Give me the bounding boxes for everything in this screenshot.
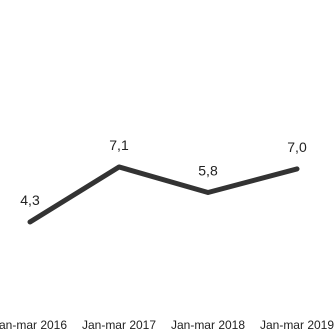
- data-label: 5,8: [198, 162, 218, 178]
- series-line-adjusted-operating-income: [27, 164, 300, 225]
- legend-line-3: income: [270, 40, 310, 54]
- x-tick-label: Jan-mar 2019: [260, 318, 334, 332]
- legend: Adjusted operating income: [250, 10, 330, 55]
- x-tick-label: Jan-mar 2017: [82, 318, 156, 332]
- legend-line-1: Adjusted: [266, 10, 314, 24]
- data-label: 7,1: [109, 137, 129, 153]
- x-tick-label: Jan-mar 2016: [0, 318, 67, 332]
- legend-line-2: operating: [264, 25, 316, 39]
- x-tick-label: Jan-mar 2018: [171, 318, 245, 332]
- chart-marks: 4,3 7,1 5,8 7,0 Jan-mar 2016 Jan-mar 2017 Jan-…: [0, 137, 334, 332]
- data-label: 4,3: [20, 192, 40, 208]
- data-label: 7,0: [287, 139, 307, 155]
